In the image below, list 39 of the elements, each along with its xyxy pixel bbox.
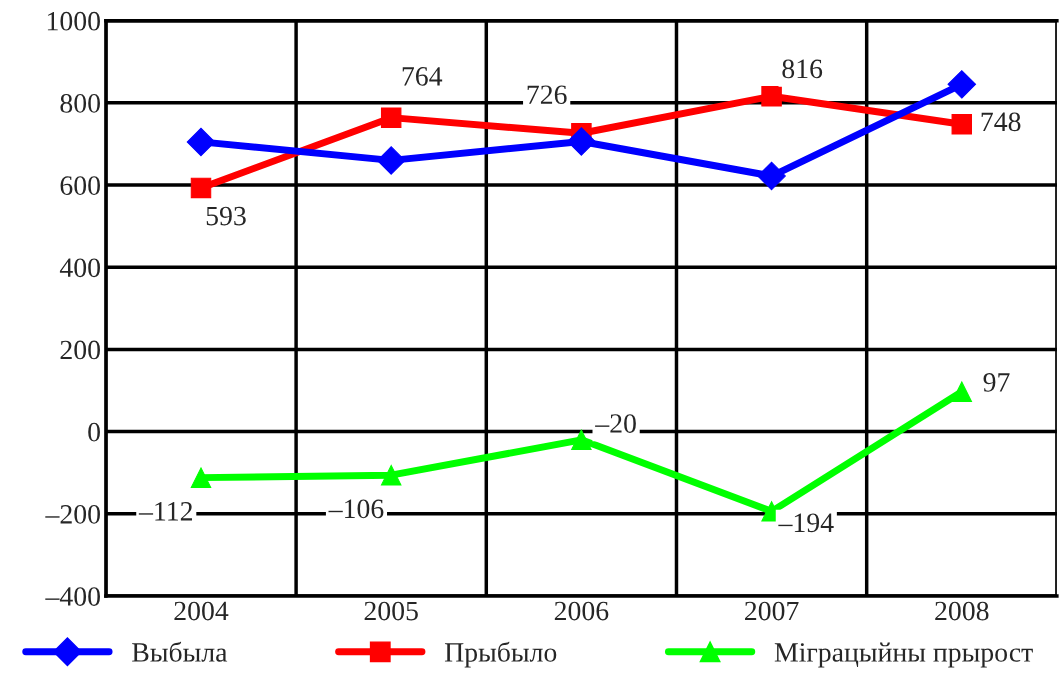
y-tick-label: 600 bbox=[60, 176, 100, 195]
x-tick-label: 2007 bbox=[745, 601, 799, 621]
y-tick-label: 200 bbox=[60, 340, 100, 360]
data-label: 764 bbox=[402, 67, 443, 86]
point bbox=[186, 127, 216, 157]
x-tick-label: 2006 bbox=[554, 601, 609, 621]
point bbox=[380, 464, 402, 486]
point bbox=[567, 127, 596, 156]
y-tick-label: –200 bbox=[45, 504, 100, 524]
y-tick-label: 1000 bbox=[47, 11, 100, 31]
point bbox=[190, 467, 212, 488]
y-tick-label: 400 bbox=[59, 258, 100, 278]
point bbox=[380, 107, 402, 128]
data-label: 816 bbox=[782, 59, 823, 79]
point bbox=[761, 86, 782, 107]
legend-label: Прыбыло bbox=[444, 641, 557, 668]
point bbox=[190, 177, 212, 199]
point bbox=[951, 113, 973, 135]
data-label: –20 bbox=[595, 414, 636, 433]
y-tick-label: 0 bbox=[88, 422, 100, 442]
point bbox=[376, 146, 406, 175]
data-label: 97 bbox=[983, 373, 1010, 392]
data-label: –194 bbox=[778, 513, 834, 533]
data-label: 593 bbox=[206, 206, 246, 226]
x-tick-label: 2008 bbox=[935, 601, 989, 621]
x-tick-label: 2005 bbox=[364, 601, 418, 621]
point bbox=[951, 381, 973, 402]
point bbox=[571, 429, 592, 451]
point bbox=[947, 70, 977, 99]
y-tick-label: 800 bbox=[60, 94, 100, 113]
data-label: 748 bbox=[981, 112, 1021, 132]
x-tick-label: 2004 bbox=[174, 601, 229, 621]
legend-label: Выбыла bbox=[132, 641, 228, 662]
data-label: –112 bbox=[138, 502, 192, 521]
point bbox=[757, 161, 786, 191]
data-label: 726 bbox=[527, 85, 567, 105]
y-tick-label: –400 bbox=[45, 587, 100, 606]
legend-label: Міграцыйны прырост bbox=[774, 642, 1033, 668]
data-label: –106 bbox=[328, 499, 384, 519]
